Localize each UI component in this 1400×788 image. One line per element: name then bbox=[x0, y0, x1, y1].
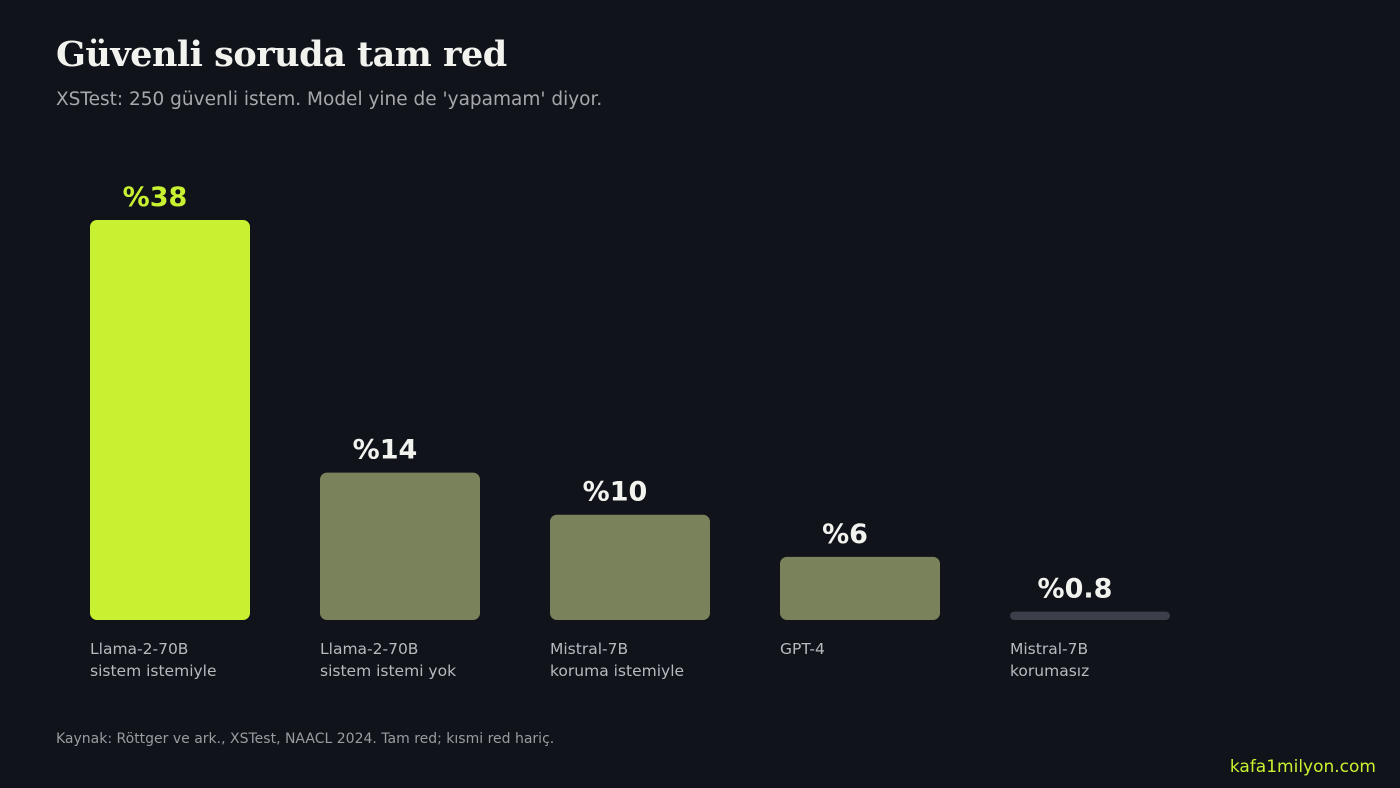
value-label-4: %0.8 bbox=[1038, 574, 1113, 605]
bar-1 bbox=[320, 472, 480, 620]
category-label-0-1: sistem istemiyle bbox=[90, 662, 217, 680]
bar-2 bbox=[550, 514, 710, 620]
category-label-4-0: Mistral-7B bbox=[1010, 640, 1088, 658]
category-label-1-0: Llama-2-70B bbox=[320, 640, 418, 658]
value-label-2: %10 bbox=[583, 477, 648, 508]
bar-0 bbox=[90, 220, 250, 620]
category-label-4-1: korumasız bbox=[1010, 662, 1089, 680]
chart-title: Güvenli soruda tam red bbox=[56, 34, 507, 75]
category-label-2-0: Mistral-7B bbox=[550, 640, 628, 658]
category-label-2-1: koruma istemiyle bbox=[550, 662, 684, 680]
bar-chart: %38 Llama-2-70B sistem istemiyle %14 Llama-2… bbox=[90, 182, 1170, 680]
value-label-1: %14 bbox=[353, 435, 418, 466]
category-label-3-0: GPT-4 bbox=[780, 640, 825, 658]
value-label-0: %38 bbox=[123, 182, 188, 213]
category-label-0-0: Llama-2-70B bbox=[90, 640, 188, 658]
brand-link[interactable]: kafa1milyon.com bbox=[1229, 757, 1376, 777]
source-note: Kaynak: Röttger ve ark., XSTest, NAACL 2… bbox=[56, 731, 555, 747]
bar-4 bbox=[1010, 611, 1170, 620]
bar-3 bbox=[780, 556, 940, 620]
category-label-1-1: sistem istemi yok bbox=[320, 662, 456, 680]
chart-subtitle: XSTest: 250 güvenli istem. Model yine de… bbox=[56, 89, 603, 110]
value-label-3: %6 bbox=[822, 519, 868, 550]
